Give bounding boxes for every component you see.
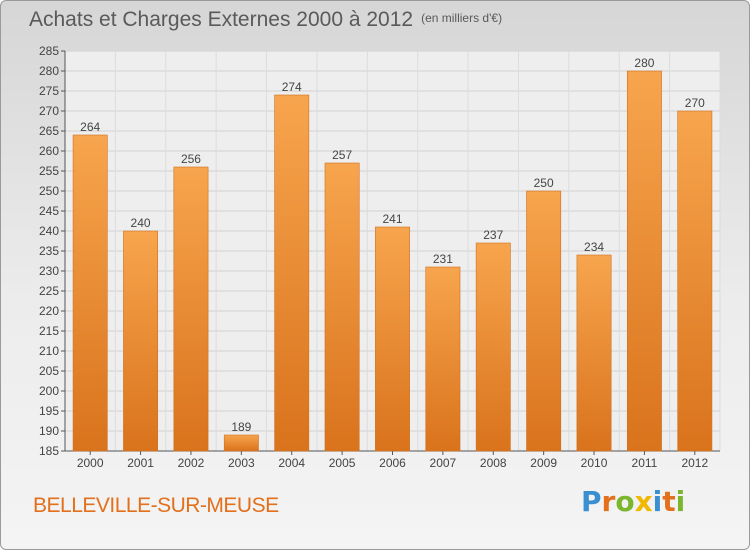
- bar: [324, 162, 360, 452]
- x-tick-label: 2009: [530, 456, 557, 470]
- y-tick-label: 205: [39, 364, 59, 378]
- x-tick-label: 2011: [632, 456, 658, 470]
- bar: [72, 134, 108, 452]
- x-tick-label: 2008: [480, 456, 507, 470]
- y-tick-label: 270: [39, 104, 59, 118]
- x-tick-label: 2003: [228, 456, 255, 470]
- y-tick-label: 280: [39, 64, 59, 78]
- proxiti-logo: Proxiti: [581, 485, 685, 518]
- chart-unit: (en milliers d'€): [421, 11, 503, 25]
- x-tick-label: 2001: [127, 456, 154, 470]
- x-tick-label: 2010: [581, 456, 608, 470]
- bar: [375, 226, 410, 452]
- logo-letter: r: [601, 485, 616, 518]
- bar: [677, 110, 713, 452]
- bar: [576, 254, 612, 452]
- bar-value-label: 256: [181, 152, 201, 166]
- x-tick-label: 2012: [681, 456, 708, 470]
- x-tick-label: 2000: [77, 456, 104, 470]
- bar-value-label: 241: [382, 212, 402, 226]
- bar-value-label: 231: [433, 252, 453, 266]
- y-tick-label: 225: [39, 284, 59, 298]
- x-tick-label: 2007: [430, 456, 457, 470]
- bar: [274, 94, 310, 452]
- y-tick-label: 250: [39, 184, 59, 198]
- bar: [475, 242, 511, 452]
- y-tick-label: 285: [39, 44, 59, 58]
- bar: [173, 166, 209, 452]
- logo-letter: t: [662, 485, 676, 518]
- bar-value-label: 264: [80, 120, 100, 134]
- logo-letter: o: [615, 485, 635, 518]
- bar-value-label: 250: [534, 176, 554, 190]
- y-tick-label: 245: [39, 204, 59, 218]
- bar-value-label: 257: [332, 148, 352, 162]
- bar-value-label: 240: [131, 216, 151, 230]
- x-tick-label: 2004: [278, 456, 305, 470]
- logo-letter: i: [675, 485, 686, 518]
- y-tick-label: 210: [39, 344, 59, 358]
- y-tick-label: 260: [39, 144, 59, 158]
- y-tick-label: 230: [39, 264, 59, 278]
- bar-value-label: 270: [685, 96, 705, 110]
- y-tick-label: 255: [39, 164, 59, 178]
- bar-value-label: 274: [282, 80, 302, 94]
- city-name: BELLEVILLE-SUR-MEUSE: [33, 494, 279, 517]
- y-tick-label: 215: [39, 324, 59, 338]
- y-tick-label: 190: [39, 424, 59, 438]
- bar-value-label: 237: [483, 228, 503, 242]
- y-tick-label: 220: [39, 304, 59, 318]
- chart-title: Achats et Charges Externes 2000 à 2012 (e…: [29, 8, 502, 32]
- y-tick-label: 195: [39, 404, 59, 418]
- logo-letter: P: [581, 485, 602, 518]
- y-tick-label: 275: [39, 84, 59, 98]
- x-tick-label: 2005: [329, 456, 356, 470]
- bar-value-label: 280: [634, 56, 654, 70]
- bar: [223, 434, 259, 452]
- y-tick-label: 235: [39, 244, 59, 258]
- y-tick-label: 185: [39, 444, 59, 458]
- bar: [123, 230, 159, 452]
- bar-value-label: 189: [231, 420, 251, 434]
- x-tick-label: 2006: [379, 456, 406, 470]
- logo-letter: i: [652, 485, 663, 518]
- y-tick-label: 200: [39, 384, 59, 398]
- chart-title-text: Achats et Charges Externes 2000 à 2012: [29, 8, 414, 31]
- bar: [425, 266, 461, 452]
- bar-value-label: 234: [584, 240, 604, 254]
- y-tick-label: 265: [39, 124, 59, 138]
- bar: [626, 70, 662, 452]
- x-tick-label: 2002: [178, 456, 205, 470]
- logo-letter: x: [634, 485, 653, 518]
- y-tick-label: 240: [39, 224, 59, 238]
- bar: [526, 190, 562, 452]
